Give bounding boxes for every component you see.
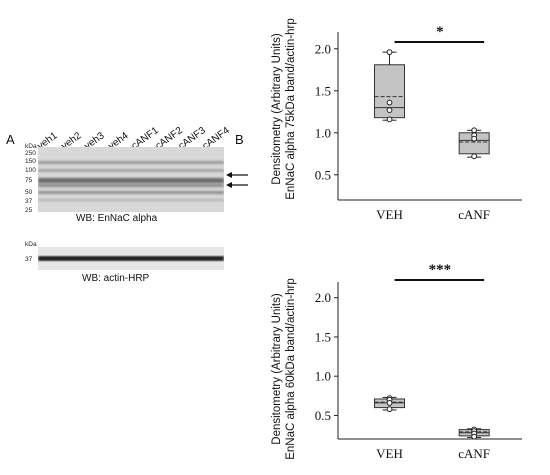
y-tick-label: 0.5	[315, 167, 331, 182]
chart1-ylabel: Densitometry (Arbitrary Units) EnNaC alp…	[270, 4, 298, 214]
actin-blot-bands	[38, 247, 224, 270]
data-point	[386, 99, 393, 106]
blot2-kda-label: kDa	[25, 241, 37, 248]
chart2-ylabel-line2: EnNaC alpha 60kDa band/actin-hrp	[285, 278, 297, 460]
panel-a-letter: A	[6, 132, 15, 147]
chart2-ylabel-line1: Densitometry (Arbitrary Units)	[271, 293, 283, 445]
y-tick-label: 1.5	[315, 329, 331, 344]
data-point	[386, 406, 393, 413]
significance-label: *	[436, 24, 444, 40]
x-tick-label: cANF	[458, 446, 490, 461]
data-point	[471, 433, 478, 440]
upper-band-arrow-icon	[226, 172, 248, 178]
y-tick-label: 1.0	[315, 125, 331, 140]
blot2-caption: WB: actin-HRP	[82, 273, 150, 284]
y-tick-label: 2.0	[315, 41, 331, 56]
blot1-marker-25: 25	[25, 207, 33, 214]
x-tick-label: VEH	[376, 207, 403, 222]
chart1-boxplot: 0.5 1.0 1.5 2.0 VEH cANF *	[315, 24, 522, 222]
data-point	[386, 49, 393, 56]
y-tick-label: 2.0	[315, 290, 331, 305]
x-tick-label: VEH	[376, 446, 403, 461]
x-tick-label: cANF	[458, 207, 490, 222]
blot1-caption: WB: EnNaC alpha	[76, 213, 158, 224]
blot1-marker-100: 100	[25, 167, 36, 174]
chart2-ylabel: Densitometry (Arbitrary Units) EnNaC alp…	[270, 264, 298, 474]
enac-blot-bands	[38, 147, 224, 212]
blot1-marker-75: 75	[25, 177, 33, 184]
y-tick-label: 1.5	[315, 83, 331, 98]
chart2-boxplot: 0.5 1.0 1.5 2.0 VEH cANF ***	[315, 262, 522, 461]
blot1-marker-150: 150	[25, 158, 36, 165]
data-point	[471, 135, 478, 142]
significance-label: ***	[429, 262, 452, 278]
data-point	[386, 399, 393, 406]
y-tick-label: 1.0	[315, 369, 331, 384]
data-point	[386, 107, 393, 114]
data-point	[471, 153, 478, 160]
blot1-kda-label: kDa	[25, 143, 37, 150]
data-point	[471, 127, 478, 134]
data-point	[386, 116, 393, 123]
band-arrows	[226, 172, 248, 188]
blot1-marker-37: 37	[25, 198, 33, 205]
chart1-ylabel-line1: Densitometry (Arbitrary Units)	[271, 33, 283, 185]
y-tick-label: 0.5	[315, 408, 331, 423]
blot1-marker-50: 50	[25, 189, 33, 196]
blot2-marker-37: 37	[25, 256, 33, 263]
panel-b-letter: B	[235, 132, 244, 147]
enac-blot-image	[38, 147, 224, 212]
blot1-marker-250: 250	[25, 150, 36, 157]
lower-band-arrow-icon	[226, 182, 248, 188]
chart1-ylabel-line2: EnNaC alpha 75kDa band/actin-hrp	[285, 18, 297, 200]
actin-blot-image	[38, 247, 224, 270]
